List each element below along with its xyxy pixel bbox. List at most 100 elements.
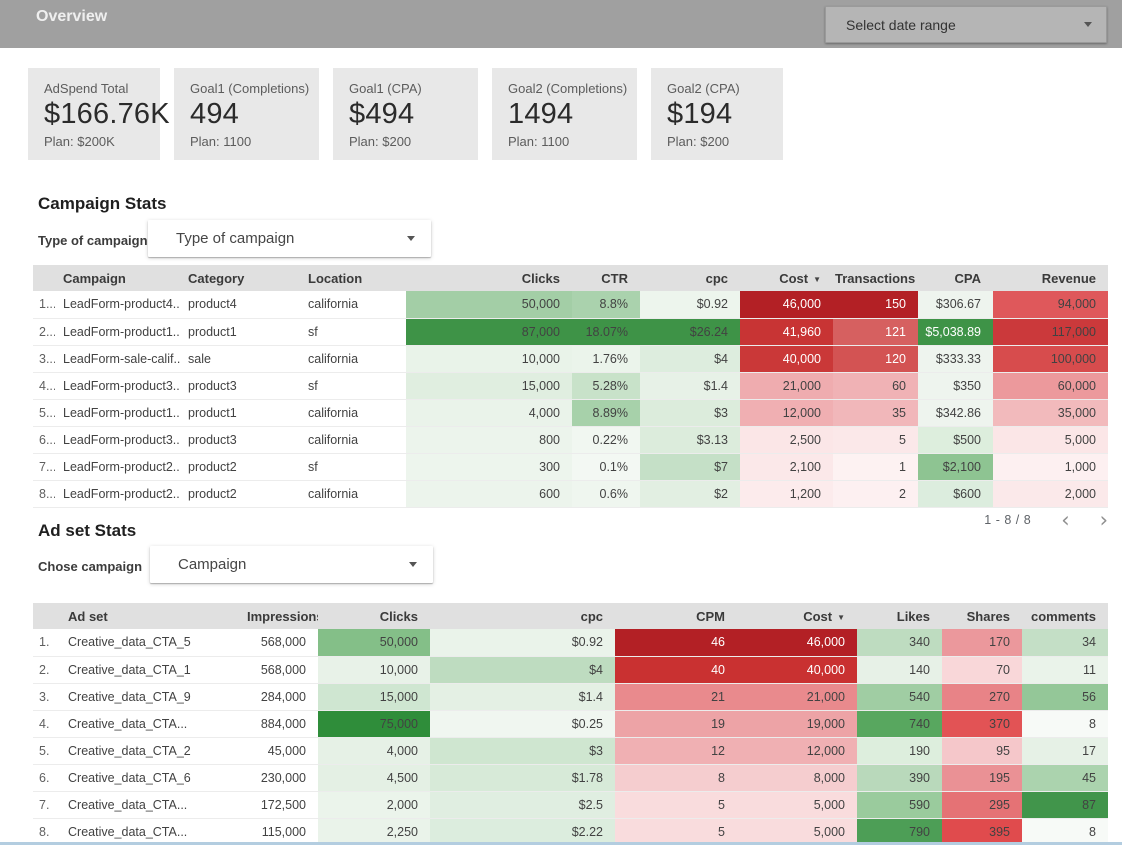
table-cell: LeadForm-product1... — [55, 399, 180, 427]
table-cell: 10,000 — [318, 656, 430, 684]
column-header[interactable]: CPA — [918, 265, 993, 291]
table-cell: 2,000 — [318, 791, 430, 819]
column-header[interactable]: Cost ▼ — [740, 265, 833, 291]
column-header[interactable] — [33, 603, 60, 629]
column-header[interactable]: Category — [180, 265, 300, 291]
scorecard-plan: Plan: $200K — [44, 134, 115, 149]
table-cell: 8. — [33, 818, 60, 845]
table-cell: california — [300, 426, 406, 454]
table-cell: Creative_data_CTA_1 — [60, 656, 245, 684]
table-cell: $1.4 — [430, 683, 615, 711]
chevron-left-icon[interactable]: ‹ — [1061, 508, 1070, 532]
table-cell: 170 — [942, 629, 1022, 657]
column-header[interactable]: Transactions — [833, 265, 918, 291]
table-cell: 884,000 — [245, 710, 318, 738]
column-header[interactable]: Location — [300, 265, 406, 291]
pagination-range: 1 - 8 / 8 — [984, 513, 1032, 527]
campaign-filter-label: Type of campaign — [38, 233, 148, 248]
table-row: 5... LeadForm-product1... product1 californ… — [33, 399, 1108, 427]
table-cell: 8 — [615, 764, 737, 792]
table-cell: 3. — [33, 683, 60, 711]
table-cell: $1.4 — [640, 372, 740, 400]
table-cell: 8.8% — [572, 291, 640, 319]
table-cell: $1.78 — [430, 764, 615, 792]
table-cell: 590 — [857, 791, 942, 819]
column-header[interactable]: Campaign — [55, 265, 180, 291]
data-table: Ad set Impressions Clicks cpc CPM Cost ▼ Likes S… — [33, 603, 1108, 845]
campaign-choice-dropdown[interactable]: Campaign — [150, 546, 433, 583]
date-range-label: Select date range — [846, 16, 956, 33]
table-cell: $5,038.89 — [918, 318, 993, 346]
column-header[interactable]: Shares — [942, 603, 1022, 629]
campaign-type-dropdown[interactable]: Type of campaign — [148, 220, 431, 257]
table-cell: product1 — [180, 399, 300, 427]
scorecard-goal2-completions: Goal2 (Completions) 1494 Plan: 1100 — [492, 68, 637, 160]
table-cell: sf — [300, 372, 406, 400]
table-row: 1... LeadForm-product4... product4 californ… — [33, 291, 1108, 319]
table-cell: $4 — [430, 656, 615, 684]
table-row: 7... LeadForm-product2... product2 sf 300 0.1… — [33, 453, 1108, 481]
scorecard-goal2-cpa: Goal2 (CPA) $194 Plan: $200 — [651, 68, 783, 160]
horizontal-scrollbar[interactable] — [0, 842, 1122, 845]
table-cell: sf — [300, 318, 406, 346]
column-header-label: Clicks — [521, 270, 560, 286]
chevron-right-icon[interactable]: › — [1099, 508, 1108, 532]
table-cell: LeadForm-product1... — [55, 318, 180, 346]
column-header-label: Transactions — [835, 270, 916, 286]
table-cell: $3.13 — [640, 426, 740, 454]
table-cell: 4,000 — [318, 737, 430, 765]
table-row: 5. Creative_data_CTA_2 45,000 4,000 $3 12 12,0… — [33, 737, 1108, 765]
table-cell: product3 — [180, 372, 300, 400]
table-cell: 284,000 — [245, 683, 318, 711]
table-cell: LeadForm-product2... — [55, 480, 180, 508]
column-header[interactable]: Ad set — [60, 603, 245, 629]
table-row: 3... LeadForm-sale-calif... sale california… — [33, 345, 1108, 373]
table-cell: 46 — [615, 629, 737, 657]
column-header[interactable]: cpc — [430, 603, 615, 629]
column-header-label: Impressions — [247, 608, 318, 624]
table-cell: sale — [180, 345, 300, 373]
table-cell: Creative_data_CTA_5 — [60, 629, 245, 657]
column-header[interactable]: Likes — [857, 603, 942, 629]
table-cell: 120 — [833, 345, 918, 373]
column-header[interactable]: Clicks — [406, 265, 572, 291]
table-cell: 568,000 — [245, 629, 318, 657]
column-header[interactable]: Revenue — [993, 265, 1108, 291]
table-cell: 17 — [1022, 737, 1108, 765]
table-cell: product2 — [180, 480, 300, 508]
column-header[interactable]: CPM — [615, 603, 737, 629]
scorecard-row: AdSpend Total $166.76K Plan: $200K Goal1… — [28, 68, 783, 160]
column-header[interactable]: CTR — [572, 265, 640, 291]
sort-desc-icon: ▼ — [813, 274, 821, 284]
table-cell: $3 — [430, 737, 615, 765]
table-cell: LeadForm-product4... — [55, 291, 180, 319]
adset-stats-table: Ad set Impressions Clicks cpc CPM Cost ▼ Likes S… — [33, 603, 1108, 845]
table-cell: 87 — [1022, 791, 1108, 819]
column-header-label: CTR — [601, 270, 628, 286]
table-row: 6. Creative_data_CTA_6 230,000 4,500 $1.78 8 8… — [33, 764, 1108, 792]
table-cell: 40,000 — [740, 345, 833, 373]
scorecard-goal1-completions: Goal1 (Completions) 494 Plan: 1100 — [174, 68, 319, 160]
table-cell: 7... — [33, 453, 55, 481]
campaign-stats-table: Campaign Category Location Clicks CTR cpc Cost… — [33, 265, 1108, 508]
table-cell: Creative_data_CTA... — [60, 818, 245, 845]
column-header[interactable] — [33, 265, 55, 291]
column-header[interactable]: cpc — [640, 265, 740, 291]
column-header[interactable]: Impressions — [245, 603, 318, 629]
scorecard-plan: Plan: 1100 — [190, 134, 252, 149]
column-header[interactable]: Clicks — [318, 603, 430, 629]
date-range-selector[interactable]: Select date range — [825, 6, 1107, 43]
table-cell: 18.07% — [572, 318, 640, 346]
table-row: 6... LeadForm-product3... product3 californ… — [33, 426, 1108, 454]
scorecard-plan: Plan: $200 — [349, 134, 412, 149]
table-cell: 70 — [942, 656, 1022, 684]
column-header[interactable]: Cost ▼ — [737, 603, 857, 629]
table-cell: 1 — [833, 453, 918, 481]
table-cell: 5,000 — [993, 426, 1108, 454]
column-header[interactable]: comments — [1022, 603, 1108, 629]
table-cell: Creative_data_CTA... — [60, 791, 245, 819]
column-header-label: Cost — [803, 608, 833, 624]
table-cell: $2.22 — [430, 818, 615, 845]
table-cell: 2,250 — [318, 818, 430, 845]
table-cell: 800 — [406, 426, 572, 454]
